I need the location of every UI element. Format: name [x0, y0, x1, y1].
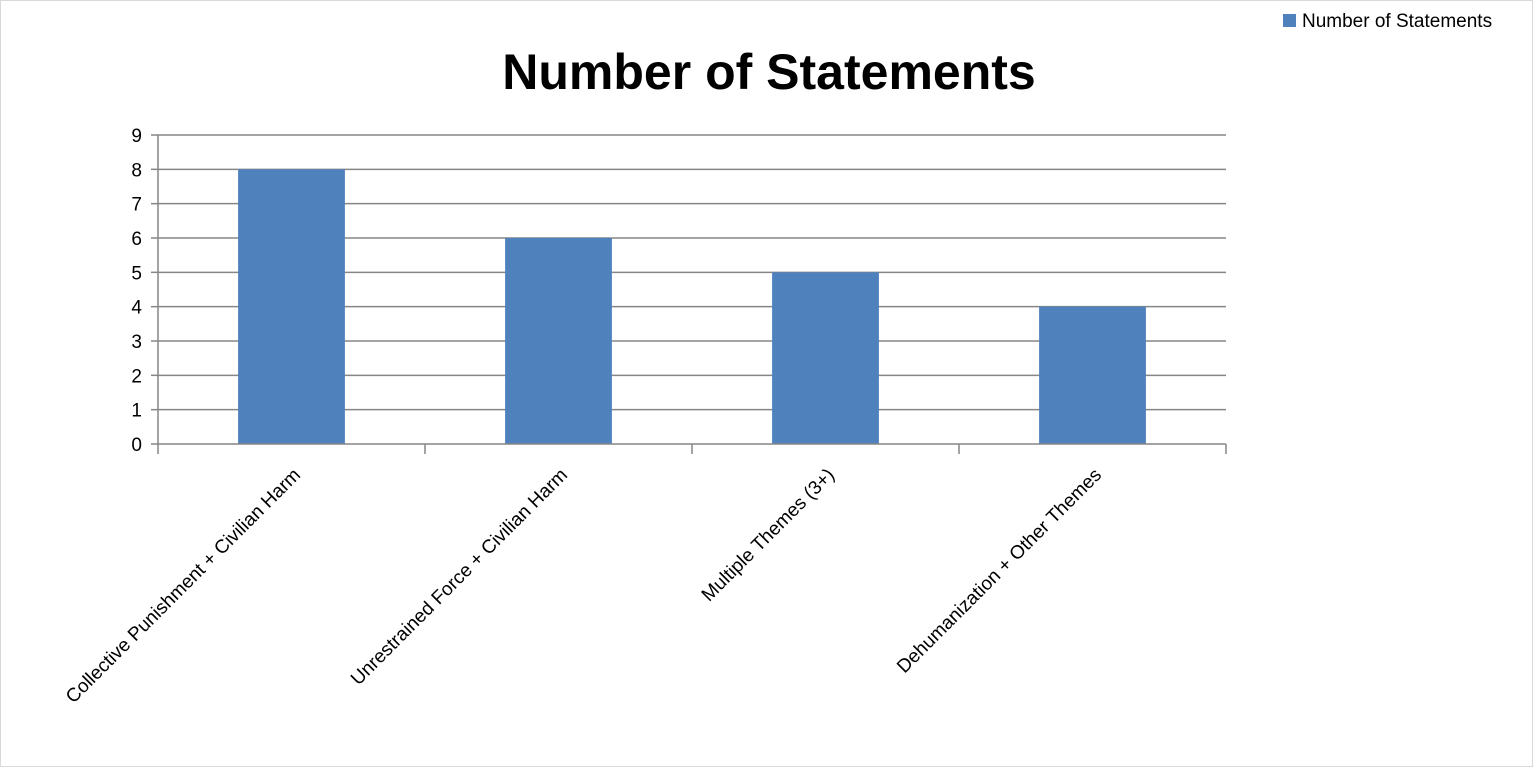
y-tick-label: 7 — [131, 195, 142, 216]
legend-swatch — [1283, 14, 1296, 27]
bar — [772, 272, 879, 444]
bar — [238, 169, 345, 445]
y-axis-ticks: 0 1 2 3 4 5 6 7 8 9 — [131, 126, 158, 456]
x-category-label: Dehumanization + Other Themes — [893, 465, 1106, 678]
legend: Number of Statements — [1283, 11, 1492, 32]
y-tick-label: 6 — [131, 229, 142, 250]
x-category-label: Unrestrained Force + Civilian Harm — [347, 465, 572, 690]
x-category-label: Multiple Themes (3+) — [698, 465, 839, 606]
y-tick-label: 3 — [131, 332, 142, 353]
chart-title: Number of Statements — [502, 44, 1035, 100]
legend-label: Number of Statements — [1302, 11, 1492, 32]
bars — [238, 169, 1146, 445]
x-category-label: Collective Punishment + Civilian Harm — [62, 465, 305, 708]
y-tick-label: 2 — [131, 366, 142, 387]
x-axis-labels: Collective Punishment + Civilian Harm Unr… — [62, 465, 1106, 708]
y-tick-label: 9 — [131, 126, 142, 147]
y-tick-label: 1 — [131, 401, 142, 422]
y-tick-label: 8 — [131, 160, 142, 181]
bar — [1039, 306, 1146, 444]
axes — [157, 135, 1227, 454]
y-tick-label: 5 — [131, 263, 142, 284]
bar — [505, 238, 612, 444]
y-tick-label: 4 — [131, 298, 142, 319]
y-tick-label: 0 — [131, 435, 142, 456]
